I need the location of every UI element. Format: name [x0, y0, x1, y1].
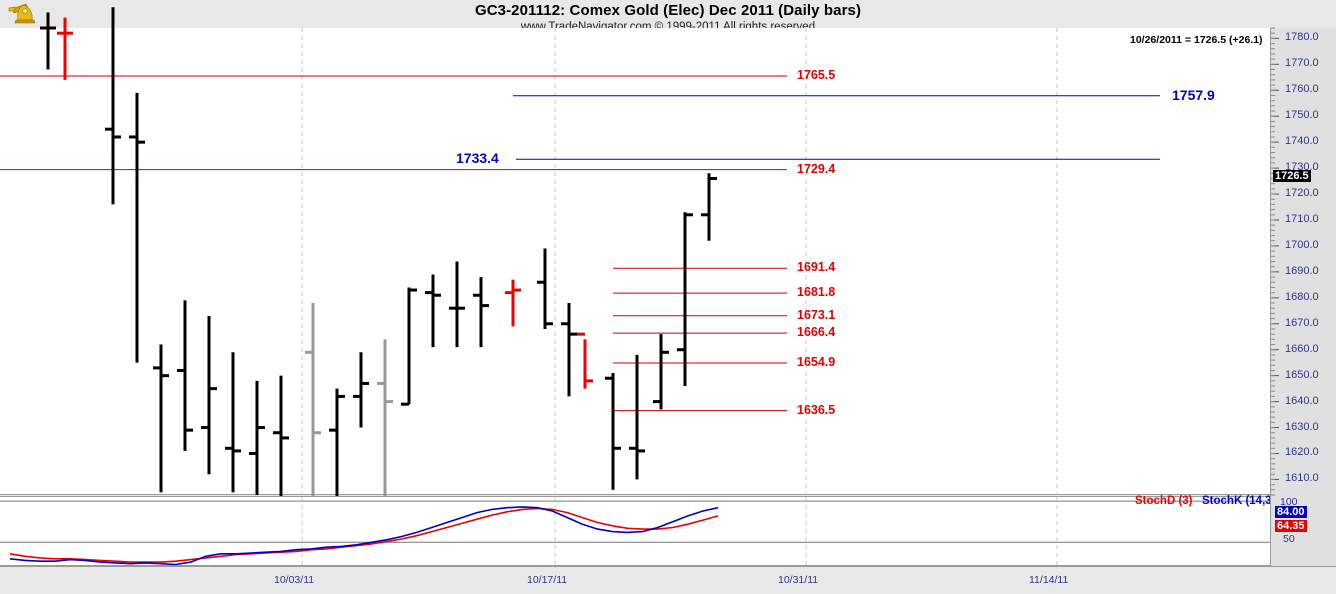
price-line-label: 1765.5 — [797, 67, 836, 82]
sextant-logo-icon — [8, 3, 36, 24]
date-axis-tick-label: 11/14/11 — [1029, 574, 1069, 586]
price-axis-tick-label: 1740.0 — [1285, 135, 1319, 148]
stochastic-plot-svg — [0, 497, 1270, 567]
price-line-label: 1636.5 — [797, 402, 836, 417]
stoch-scale-50: 50 — [1283, 533, 1295, 545]
price-axis-tick-label: 1690.0 — [1285, 264, 1319, 277]
price-axis-tick-label: 1630.0 — [1285, 420, 1319, 433]
price-axis-tick-label: 1660.0 — [1285, 342, 1319, 355]
price-axis-tick-label: 1720.0 — [1285, 187, 1319, 200]
stoch-scale-100: 100 — [1280, 496, 1298, 508]
price-line-label: 1757.9 — [1172, 86, 1215, 103]
price-line-label: 1673.1 — [797, 307, 836, 322]
price-line-label: 1666.4 — [797, 325, 836, 340]
price-axis-tick-label: 1750.0 — [1285, 109, 1319, 122]
price-line-label: 1733.4 — [456, 150, 499, 167]
price-axis-tick-label: 1640.0 — [1285, 394, 1319, 407]
last-quote-label: 10/26/2011 = 1726.5 (+26.1) — [1130, 34, 1263, 46]
stoch-d-legend: StochD (3) — [1135, 495, 1193, 507]
price-axis-tick-label: 1780.0 — [1285, 31, 1319, 44]
stoch-d-value-tag: 64.35 — [1275, 520, 1307, 532]
stochastic-pane[interactable]: StochD (3) StochK (14,3) — [0, 495, 1276, 567]
price-axis-tick-label: 1770.0 — [1285, 57, 1319, 70]
price-axis-tick-label: 1760.0 — [1285, 83, 1319, 96]
axis-ticks-svg — [1271, 27, 1279, 496]
last-price-tag: 1726.5 — [1273, 170, 1311, 183]
date-axis[interactable]: 10/03/11 10/17/11 10/31/11 11/14/11 — [0, 566, 1336, 594]
price-line-label: 1691.4 — [797, 260, 836, 275]
price-axis-tick-label: 1710.0 — [1285, 212, 1319, 225]
price-chart-pane[interactable]: TradeNavigator.com 10/26/2011 = 1726.5 (… — [0, 7, 1270, 520]
price-line-label: 1729.4 — [797, 161, 836, 176]
price-axis-tick-label: 1610.0 — [1285, 472, 1319, 485]
date-axis-tick-label: 10/31/11 — [778, 574, 819, 586]
price-line-label: 1654.9 — [797, 354, 836, 369]
price-axis-tick-label: 1670.0 — [1285, 316, 1319, 329]
chart-header: GC3-201112: Comex Gold (Elec) Dec 2011 (… — [0, 0, 1336, 33]
price-plot-svg — [0, 7, 1160, 511]
price-axis-tick-label: 1620.0 — [1285, 446, 1319, 459]
date-axis-tick-label: 10/17/11 — [527, 574, 568, 586]
stoch-k-legend: StochK (14,3) — [1202, 495, 1276, 507]
price-axis-tick-label: 1650.0 — [1285, 368, 1319, 381]
price-axis-tick-label: 1680.0 — [1285, 290, 1319, 303]
price-axis[interactable]: 1780.0 1770.0 1760.0 1750.0 1740.0 1730.0 1720… — [1270, 27, 1336, 566]
price-line-label: 1681.8 — [797, 285, 836, 300]
date-axis-tick-label: 10/03/11 — [274, 574, 315, 586]
price-axis-tick-label: 1730.0 — [1285, 161, 1319, 174]
page-title: GC3-201112: Comex Gold (Elec) Dec 2011 (… — [474, 2, 862, 19]
stoch-k-value-tag: 84.00 — [1275, 506, 1307, 518]
price-axis-tick-label: 1700.0 — [1285, 238, 1319, 251]
